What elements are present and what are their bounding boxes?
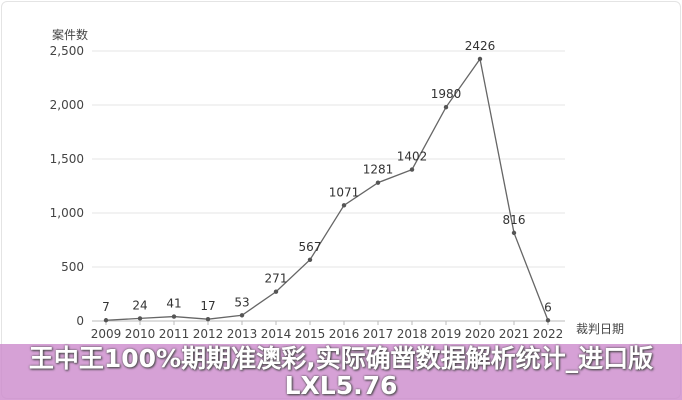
data-label: 53: [234, 295, 249, 309]
x-tick-label: 2010: [125, 327, 156, 341]
x-tick-label: 2011: [159, 327, 190, 341]
y-tick-label: 2,000: [50, 98, 84, 112]
x-tick-label: 2012: [193, 327, 224, 341]
y-axis-title: 案件数: [52, 27, 88, 42]
data-label: 6: [544, 300, 552, 314]
x-tick-label: 2021: [499, 327, 530, 341]
data-point: [409, 167, 415, 172]
y-tick-label: 1,000: [50, 206, 84, 220]
data-point: [273, 289, 279, 294]
x-tick-label: 2018: [397, 327, 428, 341]
data-label: 1281: [363, 163, 394, 177]
data-label: 41: [166, 297, 181, 311]
data-point: [239, 313, 245, 318]
data-label: 271: [265, 272, 288, 286]
data-point: [171, 314, 177, 319]
y-tick-label: 500: [61, 260, 84, 274]
y-tick-label: 2,500: [50, 44, 84, 58]
x-tick-label: 2020: [465, 327, 496, 341]
data-label: 24: [132, 298, 147, 312]
x-tick-label: 2009: [91, 327, 122, 341]
series-line: [105, 57, 549, 321]
data-label: 7: [102, 300, 110, 314]
data-point: [511, 230, 517, 236]
data-label: 816: [503, 213, 526, 227]
x-tick-label: 2019: [431, 327, 462, 341]
data-point: [545, 318, 551, 323]
y-tick-label: 1,500: [50, 152, 84, 166]
x-tick-label: 2013: [227, 327, 258, 341]
data-label: 1980: [431, 87, 462, 101]
data-point: [103, 318, 109, 323]
data-point: [443, 104, 449, 110]
data-point: [477, 56, 483, 62]
data-label: 1071: [329, 185, 360, 199]
x-tick-label: 2022: [533, 327, 564, 341]
data-label: 567: [299, 240, 322, 254]
data-label: 17: [200, 299, 215, 313]
x-axis-title: 裁判日期: [576, 322, 624, 336]
x-tick-label: 2016: [329, 327, 360, 341]
banner-text: 王中王100%期期准澳彩,实际确凿数据解析统计_进口版LXL5.76: [28, 344, 654, 400]
data-point: [307, 257, 313, 262]
data-label: 1402: [397, 150, 428, 164]
x-tick-label: 2017: [363, 327, 394, 341]
y-tick-label: 0: [76, 314, 84, 328]
data-label: 2426: [465, 39, 496, 53]
data-point: [205, 316, 211, 322]
data-point: [341, 203, 347, 208]
overlay-banner: 王中王100%期期准澳彩,实际确凿数据解析统计_进口版LXL5.76: [0, 344, 682, 400]
x-tick-label: 2014: [261, 327, 292, 341]
x-tick-label: 2015: [295, 327, 326, 341]
data-point: [375, 180, 381, 185]
data-point: [137, 316, 143, 321]
